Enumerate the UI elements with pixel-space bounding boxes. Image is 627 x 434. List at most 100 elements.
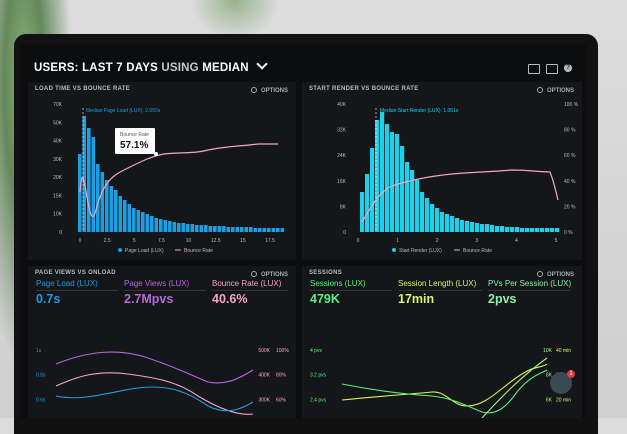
histogram-bar (455, 218, 460, 232)
histogram-bar (485, 224, 490, 232)
histogram-bar (235, 227, 240, 232)
page-views-chart: 1s0.8s0.6s0.4s500K400K300K200K100%80%60%… (36, 348, 289, 415)
histogram-bar (213, 226, 217, 232)
page-title[interactable]: USERS: LAST 7 DAYS USING MEDIAN (34, 58, 268, 74)
session-length-line (341, 363, 548, 407)
histogram-bar (535, 228, 540, 232)
histogram-bar (525, 228, 530, 232)
x-tick-label: 1 (396, 238, 399, 244)
histogram-bar (370, 148, 375, 232)
chat-bubble-icon[interactable] (550, 372, 572, 394)
histogram-bar (195, 225, 199, 232)
histogram-bar (114, 190, 118, 232)
histogram-bar (100, 172, 105, 232)
title-range: LAST 7 DAYS (82, 62, 158, 74)
histogram-bar (530, 228, 535, 232)
options-button[interactable]: OPTIONS (250, 270, 288, 278)
histogram-bar (460, 220, 465, 232)
y-tick-label: 10K (53, 212, 63, 218)
histogram-bar (82, 116, 87, 232)
histogram-bar (405, 162, 410, 232)
histogram-bar (109, 186, 114, 232)
y-tick-label: 0.6s (36, 397, 46, 403)
y-tick-label-mid: 400K (258, 373, 270, 379)
y-tick-label: 3.2 pvs (310, 373, 327, 379)
histogram-bar (244, 227, 249, 232)
histogram-bar (177, 223, 181, 232)
histogram-bar (360, 192, 365, 232)
divider (310, 290, 392, 291)
histogram-bar (159, 219, 163, 232)
histogram-bar (395, 134, 400, 232)
panel-load-time: LOAD TIME VS BOUNCE RATE OPTIONS 70K 50K 4… (28, 82, 296, 260)
chevron-down-icon[interactable] (256, 58, 268, 70)
divider (488, 290, 570, 291)
histogram-bar (123, 200, 127, 232)
histogram-bar (127, 204, 132, 232)
options-label: OPTIONS (546, 88, 574, 94)
histogram-bar (217, 226, 222, 232)
load-time-chart: 70K50K40K30K20K15K10K0100 %80 %60 %40 %2… (53, 102, 285, 254)
histogram-bar (145, 214, 150, 232)
y-tick-label-right: 100% (276, 348, 289, 354)
options-label: OPTIONS (546, 272, 574, 278)
options-button[interactable]: OPTIONS (536, 86, 574, 94)
help-icon[interactable]: ? (564, 64, 572, 72)
histogram-bar (450, 216, 455, 232)
histogram-bar (515, 227, 520, 232)
legend-bounce-rate: Bounce Rate (463, 248, 492, 254)
tooltip-point (154, 152, 158, 156)
histogram-bar (410, 170, 415, 232)
image-icon[interactable] (546, 64, 558, 74)
histogram-bar (253, 228, 258, 232)
legend: Start Render (LUX) Bounce Rate (392, 248, 492, 254)
options-button[interactable]: OPTIONS (250, 86, 288, 94)
options-label: OPTIONS (260, 88, 288, 94)
bounce-rate-line (55, 372, 254, 415)
options-button[interactable]: OPTIONS (536, 270, 574, 278)
histogram-bar (520, 228, 525, 232)
histogram-bar (276, 228, 280, 232)
background-plant-top (190, 0, 280, 40)
histogram-bar (258, 228, 262, 232)
x-tick-label: 3 (475, 238, 478, 244)
metric-pvs-value: 2pvs (488, 292, 517, 306)
tooltip-value: 57.1% (120, 140, 148, 151)
x-tick-label: 0 (357, 238, 360, 244)
y-tick-label: 70K (53, 102, 63, 108)
x-tick-label: 5 (555, 238, 558, 244)
histogram-bar (154, 218, 159, 232)
histogram-bar (480, 224, 485, 232)
divider (36, 290, 118, 291)
histogram-bar (400, 146, 405, 232)
y-tick-label: 8K (340, 204, 347, 210)
histogram-bar (136, 210, 141, 232)
gear-icon (536, 271, 543, 277)
y-tick-label-right: 6K (546, 397, 553, 403)
pvs-line (481, 357, 548, 418)
tooltip: Bounce Rate 57.1% (115, 128, 155, 154)
start-render-chart: 40K 32K 24K 16K 8K 0 100 % 80 % 60 % 40 % 20 % 0 % 0… (337, 102, 579, 254)
y-tick-label: 24K (337, 153, 347, 159)
histogram-bar (118, 196, 123, 232)
y-tick-label: 16K (337, 179, 347, 185)
legend-start-render: Start Render (LUX) (399, 248, 442, 254)
dashboard-screen: USERS: LAST 7 DAYS USING MEDIAN ? LOAD T… (20, 44, 586, 418)
panel-title: START RENDER VS BOUNCE RATE (309, 86, 419, 92)
top-bar: USERS: LAST 7 DAYS USING MEDIAN ? (20, 44, 586, 76)
x-tick-label: 12.5 (211, 238, 221, 244)
metric-sessions-label: Sessions (LUX) (310, 279, 366, 288)
histogram-bar (440, 212, 445, 232)
histogram-bar (105, 180, 109, 232)
histogram-bar (78, 154, 82, 232)
histogram-bar (280, 228, 285, 232)
histogram-bar (435, 208, 440, 232)
y-tick-label: 1s (36, 348, 42, 354)
bounce-rate-line (361, 169, 559, 223)
monitor-icon[interactable] (528, 64, 540, 74)
y-tick-label: 40K (53, 139, 63, 145)
histogram-bar (545, 228, 550, 232)
y-tick-label: 32K (337, 128, 347, 134)
histogram-bar (420, 192, 425, 232)
legend-bounce-rate: Bounce Rate (184, 248, 213, 254)
